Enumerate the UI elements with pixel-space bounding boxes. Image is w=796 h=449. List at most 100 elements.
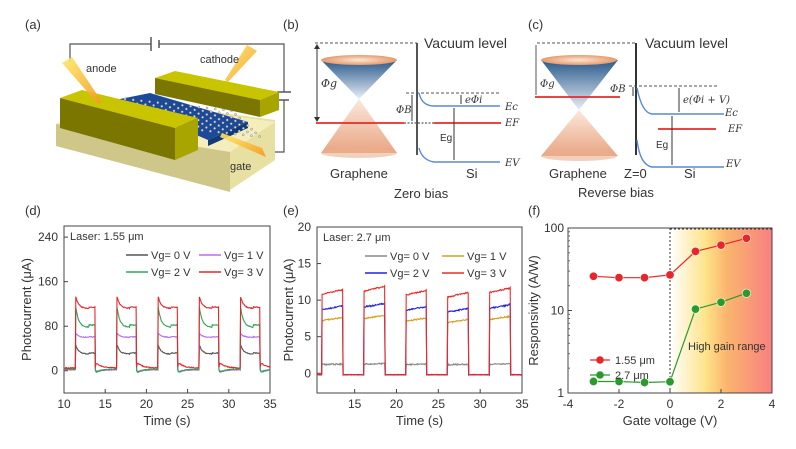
valence-band — [419, 148, 500, 162]
lattice-atom — [230, 123, 232, 125]
x-axis-label: Gate voltage (V) — [623, 413, 718, 428]
lattice-atom — [181, 111, 183, 113]
data-point — [717, 241, 725, 249]
lattice-atom — [210, 117, 212, 119]
high-gain-label: High gain range — [688, 341, 766, 353]
zero-bias-caption: Zero bias — [394, 186, 449, 201]
lattice-atom — [124, 98, 126, 100]
dirac-cone-cap — [321, 55, 397, 65]
lattice-atom — [157, 102, 159, 104]
arrowhead — [314, 44, 320, 49]
y-tick-label: 80 — [45, 319, 59, 333]
y-axis-label: Responsivity (A/W) — [526, 255, 541, 366]
legend-label: Vg= 1 V — [467, 251, 507, 263]
x-tick-label: 15 — [99, 397, 113, 411]
lattice-atom — [230, 129, 232, 131]
lattice-atom — [177, 107, 179, 109]
lattice-atom — [226, 132, 228, 134]
laser-annotation: Laser: 1.55 μm — [70, 231, 144, 243]
data-point — [742, 234, 750, 242]
lattice-atom — [230, 116, 232, 118]
lattice-atom — [238, 130, 240, 132]
lattice-atom — [153, 104, 155, 106]
y-tick-label: 5 — [304, 330, 311, 344]
x-tick-label: 25 — [181, 397, 195, 411]
plot-d: 10 15 20 25 30 35 0 80 160 240 Time (s) Photocurren… — [19, 226, 277, 428]
x-tick-label: 20 — [390, 397, 404, 411]
lattice-atom — [234, 120, 236, 122]
lattice-atom — [226, 119, 228, 121]
data-point — [717, 298, 725, 306]
ec-label: Ec — [504, 102, 518, 113]
dirac-cone-cap — [541, 55, 617, 65]
lattice-atom — [218, 118, 220, 120]
lattice-atom — [242, 134, 244, 136]
lattice-atom — [149, 101, 151, 103]
x-tick-label: 0 — [667, 397, 674, 411]
legend-label: Vg= 0 V — [390, 251, 430, 263]
plot-e: 15 20 25 30 35 0 5 10 15 20 Time (s) Photocurrent (… — [281, 220, 529, 428]
lattice-atom — [214, 127, 216, 129]
series-line-3 — [64, 297, 270, 369]
data-point — [691, 305, 699, 313]
legend-label: Vg= 2 V — [390, 268, 430, 280]
high-gain-region — [670, 228, 772, 393]
x-tick-label: 35 — [263, 397, 277, 411]
lattice-atom — [234, 133, 236, 135]
lattice-atom — [247, 124, 249, 126]
lattice-atom — [255, 132, 257, 134]
data-point — [691, 247, 699, 255]
lattice-atom — [218, 125, 220, 127]
data-point — [666, 378, 674, 386]
ev-label: EV — [725, 159, 742, 170]
lattice-atom — [198, 113, 200, 115]
data-point — [742, 289, 750, 297]
lattice-atom — [132, 99, 134, 101]
laser-annotation: Laser: 2.7 μm — [323, 232, 390, 244]
x-tick-label: 25 — [432, 397, 446, 411]
phi-g-label: Φg — [321, 77, 337, 90]
legend-label: Vg= 0 V — [151, 250, 191, 262]
panel-b-label: (b) — [283, 17, 299, 32]
graphene-label: Graphene — [549, 166, 607, 181]
lattice-atom — [161, 105, 163, 107]
x-tick-label: 10 — [57, 397, 71, 411]
x-tick-label: 2 — [718, 397, 725, 411]
y-tick-label: 100 — [544, 221, 564, 235]
panel-f-label: (f) — [528, 203, 540, 218]
e-phi-v-label: e(Φi + V) — [683, 95, 730, 106]
si-label: Si — [684, 166, 696, 181]
lattice-atom — [206, 107, 208, 109]
z0-label: Z=0 — [624, 166, 647, 181]
panel-e: (e) 15 20 25 30 35 0 5 10 15 20 Time (s) Photocurre… — [281, 203, 529, 428]
ef-label: EF — [727, 124, 743, 135]
dirac-cone-base — [321, 148, 397, 158]
lattice-atom — [222, 122, 224, 124]
series-line-3 — [317, 286, 522, 375]
lattice-atom — [226, 112, 228, 114]
reverse-bias-caption: Reverse bias — [578, 185, 654, 200]
lattice-atom — [190, 105, 192, 107]
vacuum-level-label: Vacuum level — [645, 35, 728, 51]
lattice-atom — [206, 113, 208, 115]
eg-label: Eg — [656, 140, 668, 151]
dirac-cone-base — [541, 151, 617, 161]
vacuum-level-label: Vacuum level — [424, 35, 507, 51]
dirac-cone-lower — [541, 110, 618, 156]
lattice-atom — [234, 126, 236, 128]
x-tick-label: 4 — [769, 397, 776, 411]
conduction-band — [419, 93, 500, 106]
ec-label: Ec — [724, 108, 738, 119]
lattice-atom — [205, 126, 207, 128]
x-tick-label: 35 — [515, 397, 529, 411]
panel-b: (b) Vacuum level Φg ΦB eΦi Eg Ec EF EV G… — [283, 17, 521, 201]
lattice-atom — [214, 121, 216, 123]
arrowhead — [314, 117, 320, 122]
data-point — [589, 377, 597, 385]
panel-f: (f) -4 -2 0 2 4110100Gate voltage (V)Respons… — [526, 203, 776, 428]
lattice-atom — [235, 113, 237, 115]
legend-label: Vg= 3 V — [467, 268, 507, 280]
panel-c: (c) Vacuum level Φg ΦB e(Φi + V) Eg Ec E… — [528, 17, 743, 200]
x-tick-label: 15 — [348, 397, 362, 411]
dirac-cone-lower — [321, 99, 397, 153]
